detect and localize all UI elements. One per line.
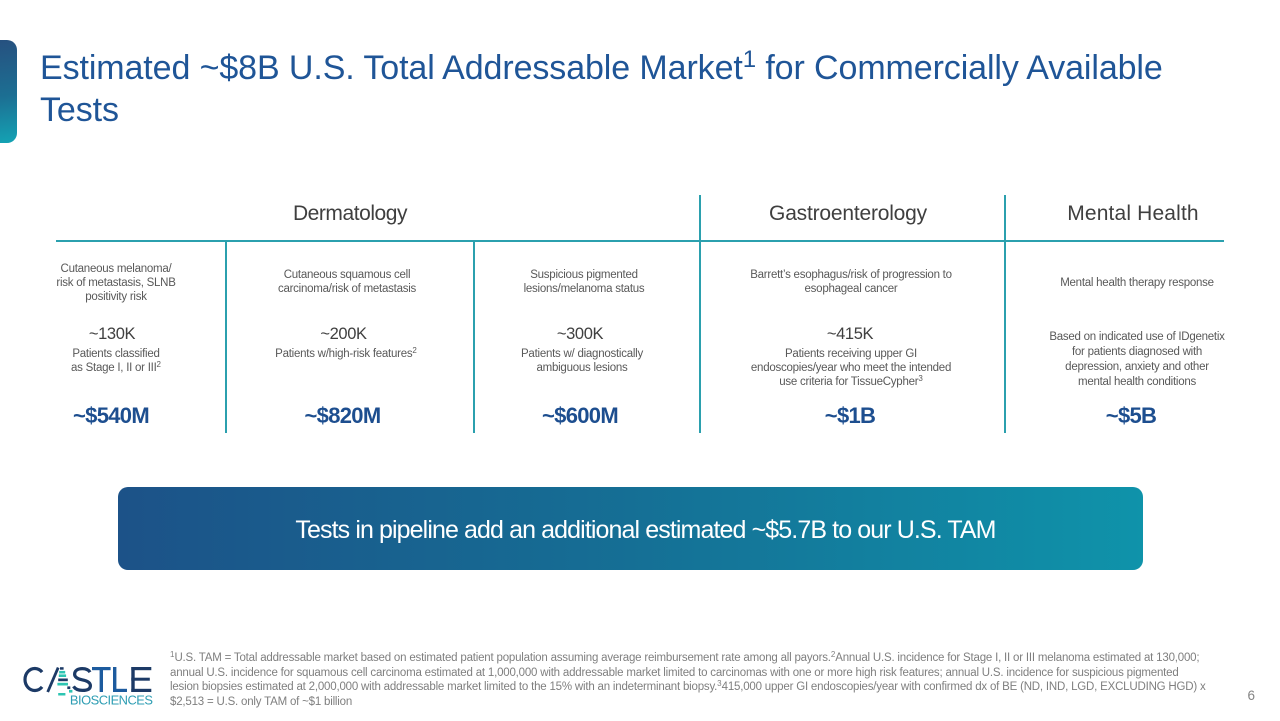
svg-text:BIOSCIENCES: BIOSCIENCES (70, 692, 153, 707)
